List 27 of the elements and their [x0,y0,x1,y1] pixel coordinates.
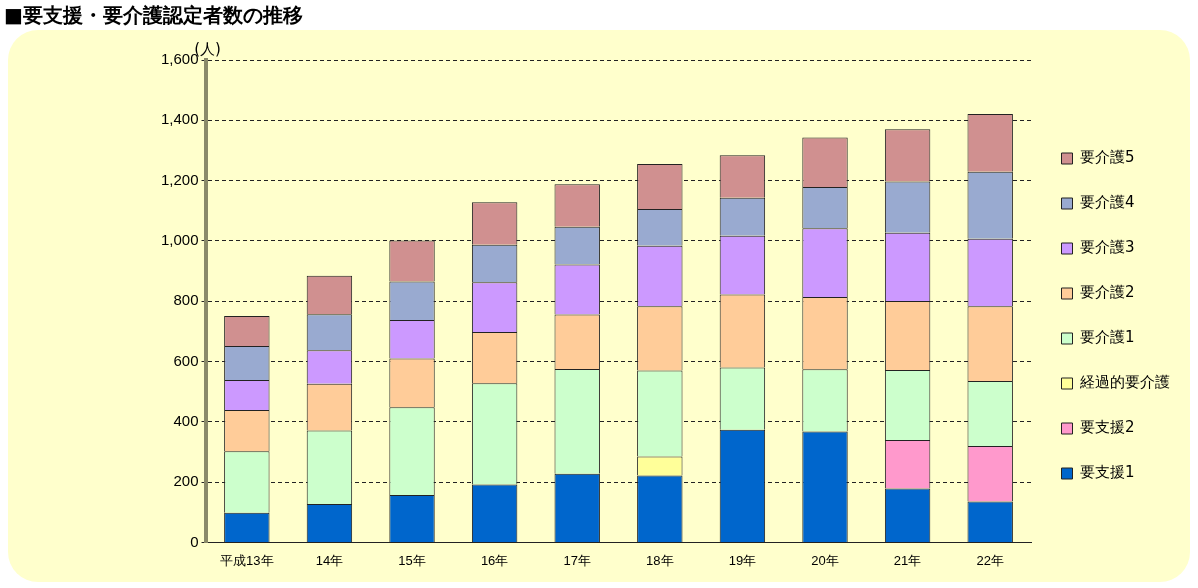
legend-label: 要介護1 [1080,328,1135,347]
legend-label: 要介護3 [1080,238,1135,257]
x-tick-label: 18年 [646,552,674,568]
legend-label: 要支援2 [1080,418,1135,437]
legend-label: 要介護4 [1080,193,1135,212]
x-tick-label: 19年 [728,552,757,568]
x-tick-label: 22年 [976,552,1004,568]
y-tick-label: 1,200 [160,170,199,188]
x-tick-label: 14年 [315,552,344,568]
x-tick-label: 16年 [480,552,509,568]
y-tick-label: 400 [173,411,199,429]
legend-label: 要介護2 [1080,283,1135,302]
y-tick-label: 1,000 [160,231,199,249]
legend-label: 経過的要介護 [1079,373,1170,392]
x-tick-label: 平成13年 [220,552,274,568]
x-tick-label: 15年 [398,552,426,568]
y-tick-label: 600 [173,351,199,369]
x-tick-label: 21年 [893,552,922,568]
legend-label: 要支援1 [1080,463,1135,482]
y-tick-label: 0 [190,532,199,550]
x-tick-label: 20年 [811,552,839,568]
legend-label: 要介護5 [1080,148,1135,167]
y-tick-label: 1,400 [160,110,199,128]
y-tick-label: 800 [173,291,199,309]
y-tick-label: 200 [173,472,199,490]
chart-title: ■要支援・要介護認定者数の推移 [3,2,304,29]
x-tick-label: 17年 [563,552,591,568]
